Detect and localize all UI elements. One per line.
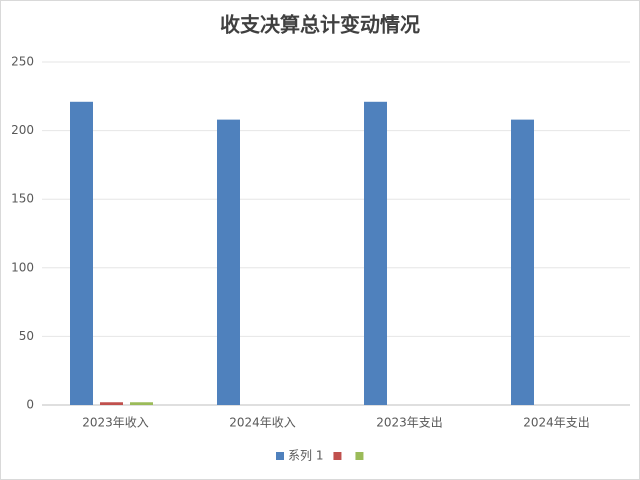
legend-label: 系列 1: [288, 449, 323, 463]
bar: [130, 402, 153, 405]
y-tick-label: 50: [19, 329, 34, 343]
bar: [511, 119, 534, 406]
x-tick-label: 2023年支出: [376, 416, 443, 430]
legend-swatch: [355, 452, 364, 460]
y-tick-label: 150: [11, 192, 34, 206]
y-tick-label: 250: [11, 55, 34, 69]
legend-swatch: [333, 452, 342, 460]
x-tick-label: 2024年支出: [523, 416, 590, 430]
y-tick-label: 100: [11, 260, 34, 274]
bar: [70, 101, 93, 406]
bar: [100, 402, 123, 405]
y-tick-label: 200: [11, 123, 34, 137]
x-tick-label: 2023年收入: [82, 416, 149, 430]
y-tick-label: 0: [26, 398, 34, 412]
legend-swatch: [276, 452, 284, 460]
chart-title: 收支决算总计变动情况: [220, 13, 420, 37]
bar: [217, 119, 240, 406]
x-tick-label: 2024年收入: [229, 416, 296, 430]
bar: [364, 101, 387, 406]
